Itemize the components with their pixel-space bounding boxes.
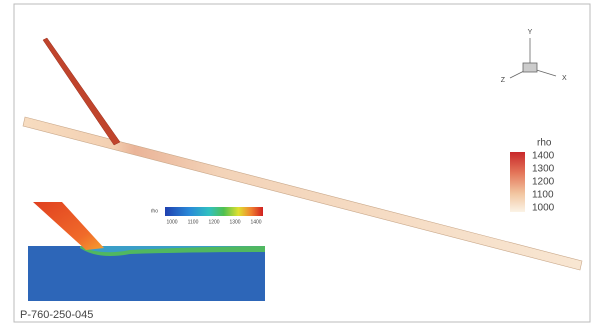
inset: rho 1000 1100 1200 1300 1400 bbox=[28, 202, 265, 301]
z-axis-label: Z bbox=[501, 77, 506, 84]
axis-triad bbox=[510, 38, 556, 78]
colorbar bbox=[510, 152, 525, 212]
legend-tick-label: 1100 bbox=[532, 190, 554, 201]
inset-tick-label: 1300 bbox=[229, 219, 240, 225]
x-axis-label: X bbox=[562, 75, 567, 82]
legend-tick-label: 1200 bbox=[532, 177, 555, 188]
figure-id: P-760-250-045 bbox=[20, 309, 93, 321]
inset-tick-label: 1000 bbox=[166, 219, 177, 225]
legend-tick-label: 1000 bbox=[532, 203, 555, 214]
inset-field bbox=[28, 246, 265, 301]
axis-cube bbox=[523, 63, 537, 72]
inset-inlet bbox=[33, 202, 104, 250]
y-axis-label: Y bbox=[528, 29, 533, 36]
inset-tick-label: 1400 bbox=[250, 219, 261, 225]
figure: Y X Z rho 1400 1300 1200 1100 1000 rho 1000 1… bbox=[0, 0, 598, 327]
legend-title: rho bbox=[537, 138, 552, 149]
inset-tick-label: 1100 bbox=[188, 219, 199, 225]
inset-legend-title: rho bbox=[151, 208, 158, 214]
inset-tick-label: 1200 bbox=[208, 219, 219, 225]
legend-tick-label: 1300 bbox=[532, 164, 555, 175]
legend-tick-label: 1400 bbox=[532, 151, 555, 162]
inset-colorbar bbox=[165, 207, 263, 216]
